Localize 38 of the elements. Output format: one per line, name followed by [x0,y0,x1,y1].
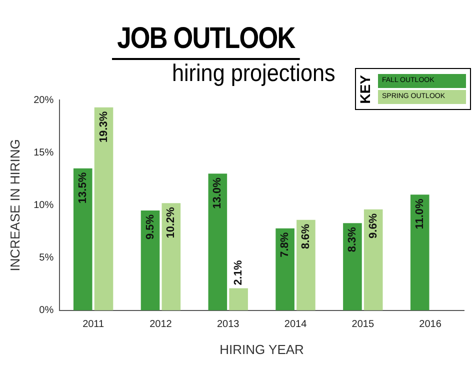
y-tick-label: 20% [34,94,54,106]
bar [140,210,160,310]
bar [276,228,294,310]
bar [73,168,92,310]
bar [208,174,228,310]
bar [229,288,248,310]
data-label: 9.5% [144,214,156,240]
x-tick-label: 2013 [216,319,240,330]
data-label: 7.8% [279,232,292,258]
data-label: 2.1% [232,260,245,286]
data-label: 9.6% [367,213,380,238]
legend-title: KEY [357,75,373,104]
x-axis-title: HIRING YEAR [220,342,304,357]
bar [410,194,430,310]
chart-subtitle: hiring projections [172,60,336,88]
x-tick-label: 2012 [150,319,172,330]
bar [296,220,316,310]
bar [94,107,114,310]
data-label: 8.3% [346,226,358,252]
x-tick-label: 2014 [284,319,308,330]
data-label: 13.5% [76,172,89,204]
x-tick-label: 2011 [82,319,104,330]
x-tick-label: 2015 [352,319,374,330]
data-label: 13.0% [212,177,224,209]
y-tick-label: 10% [34,200,54,211]
x-tick-label: 2016 [419,319,442,330]
data-label: 10.2% [165,206,178,238]
y-tick-label: 5% [39,252,54,264]
bar [364,209,383,310]
y-tick-label: 15% [34,147,54,158]
data-label: 11.0% [414,198,426,230]
bar [343,223,362,310]
chart-title: JOB OUTLOOK [112,22,300,60]
data-label: 19.3% [98,111,110,143]
data-label: 8.6% [300,224,312,250]
bar [162,203,181,310]
y-axis-title: INCREASE IN HIRING [7,139,22,272]
y-tick-label: 0% [39,305,54,316]
